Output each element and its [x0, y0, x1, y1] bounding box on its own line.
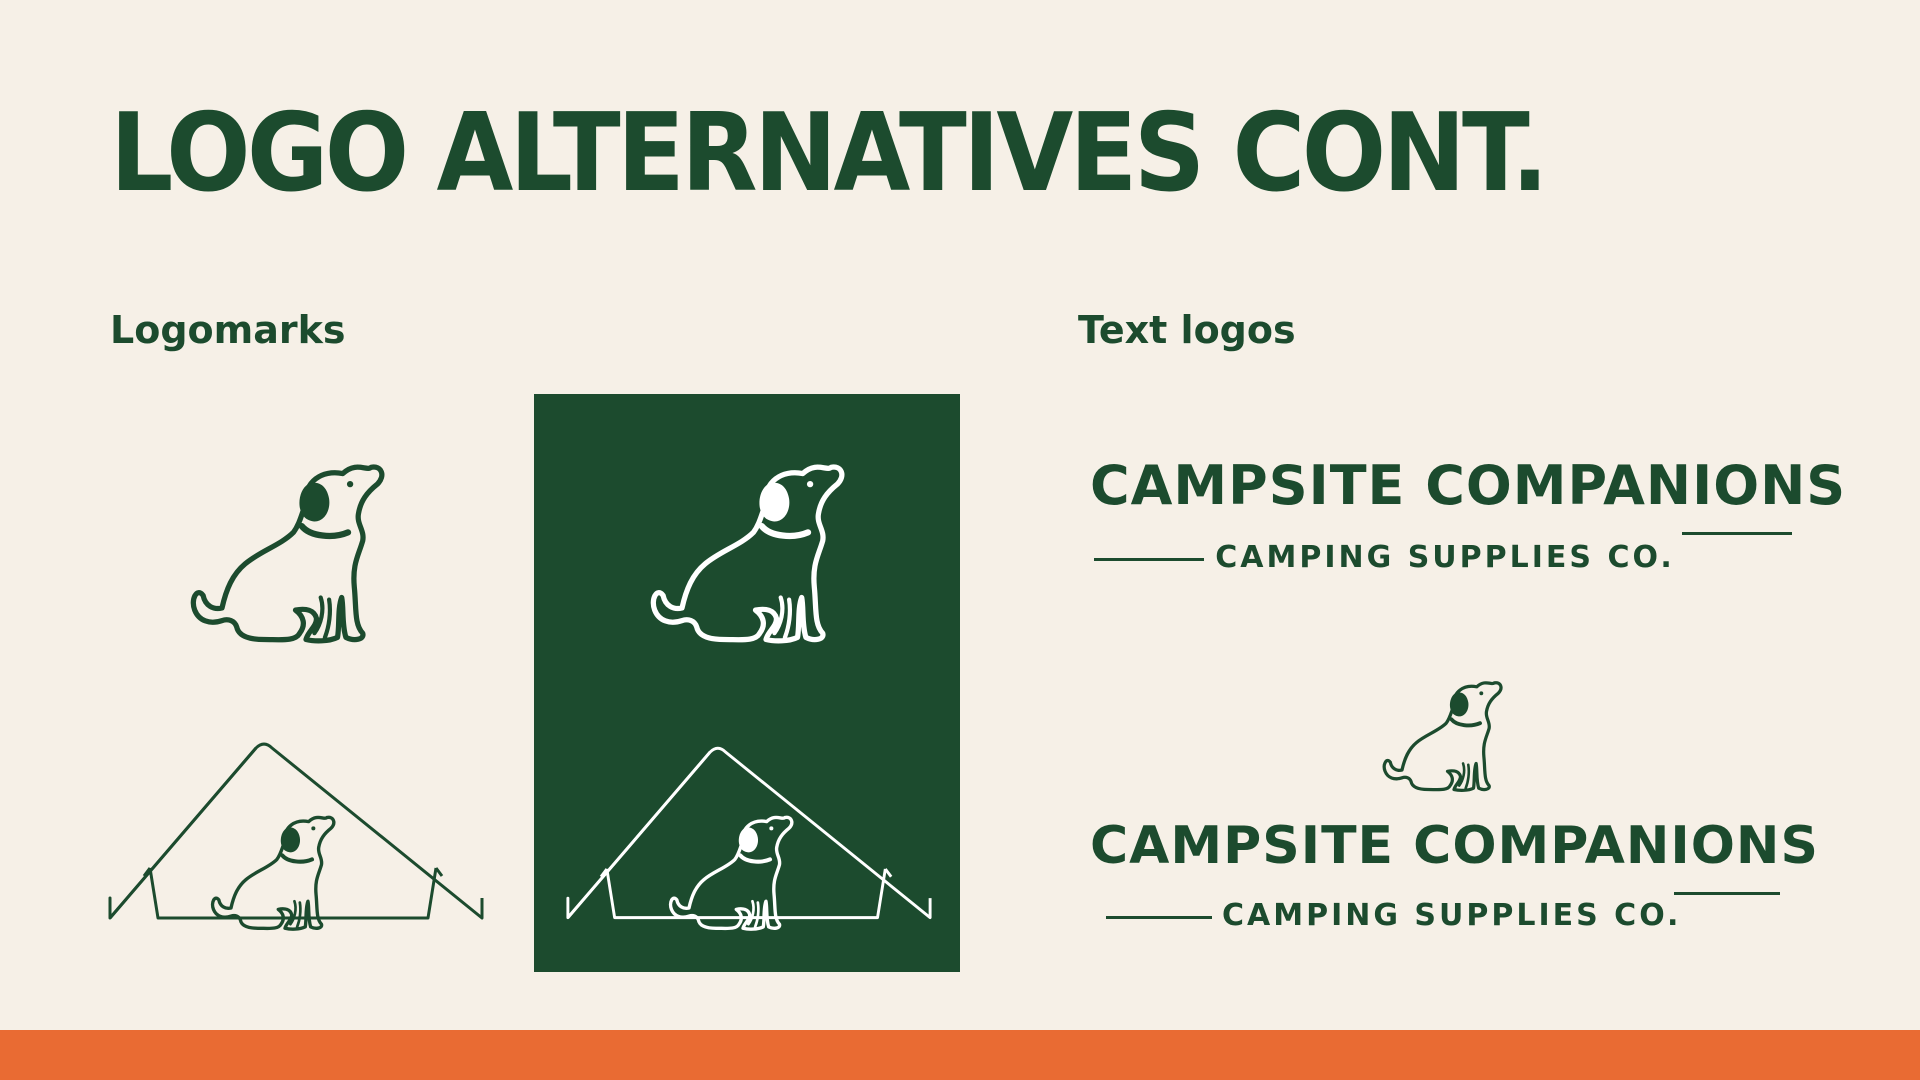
dark-logomark-panel	[534, 394, 960, 972]
wordmark-stacked: CAMPSITE COMPANIONS	[1090, 816, 1819, 876]
dog-icon	[1376, 666, 1506, 796]
logomarks-label: Logomarks	[110, 308, 346, 352]
tagline-primary: CAMPING SUPPLIES CO.	[1215, 540, 1675, 575]
divider	[1106, 916, 1212, 919]
divider	[1682, 532, 1792, 535]
wordmark-primary: CAMPSITE COMPANIONS	[1090, 454, 1847, 517]
divider	[1674, 892, 1780, 895]
text-logos-label: Text logos	[1078, 308, 1296, 352]
dog-icon	[204, 800, 339, 935]
footer-accent-bar	[0, 1030, 1920, 1080]
dog-icon	[180, 440, 390, 650]
divider	[1094, 558, 1204, 561]
dog-icon	[662, 800, 797, 935]
page-title: LOGO ALTERNATIVES CONT.	[110, 91, 1549, 216]
dog-icon	[640, 440, 850, 650]
tagline-stacked: CAMPING SUPPLIES CO.	[1222, 898, 1682, 933]
